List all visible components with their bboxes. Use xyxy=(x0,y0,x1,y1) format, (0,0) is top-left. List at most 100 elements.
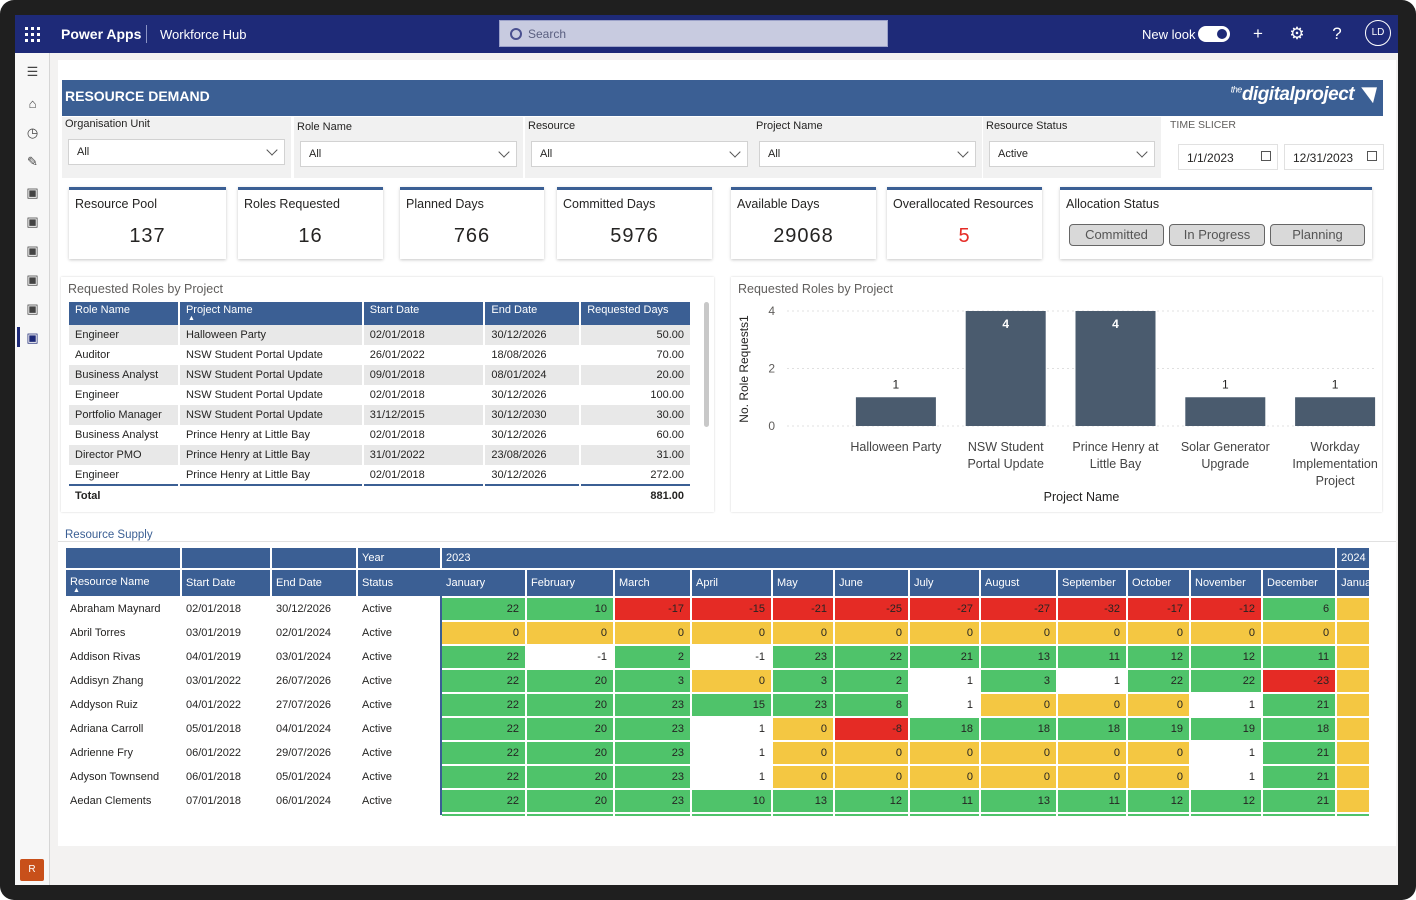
report-page-6-icon[interactable]: ▣ xyxy=(26,330,39,345)
help-icon[interactable]: ? xyxy=(1332,24,1342,43)
supply-value-cell: 19 xyxy=(1190,717,1263,742)
year-2023-header[interactable]: 2023 xyxy=(441,548,1338,570)
table-row[interactable]: Portfolio Manager NSW Student Portal Upda… xyxy=(69,405,692,425)
supply-value-cell: 11 xyxy=(909,789,981,814)
sort-ascending-icon: ▲ xyxy=(187,315,195,322)
month-header[interactable]: March xyxy=(614,569,692,598)
resource-supply-title: Resource Supply xyxy=(65,529,153,541)
table-row[interactable]: Adyson Townsend 06/01/2018 05/01/2024 Activ… xyxy=(66,765,1372,790)
slicer-dropdown[interactable]: All xyxy=(300,141,517,167)
table-cell: 30/12/2026 xyxy=(484,385,582,405)
table-scrollbar[interactable] xyxy=(704,302,709,427)
supply-value-cell: 12 xyxy=(834,789,910,814)
supply-value-cell: 11 xyxy=(1057,645,1128,670)
month-header[interactable]: April xyxy=(691,569,773,598)
planning-button[interactable]: Planning xyxy=(1270,224,1365,246)
y-axis-label: No. Role Requests1 xyxy=(737,315,751,423)
supply-value-cell: 20 xyxy=(526,717,615,742)
report-page-4-icon[interactable]: ▣ xyxy=(26,272,39,287)
column-header[interactable]: Status xyxy=(357,569,442,598)
table-row[interactable]: Director PMO Prince Henry at Little Bay 31… xyxy=(69,445,692,465)
column-header[interactable]: Start Date xyxy=(362,302,486,325)
month-header[interactable]: February xyxy=(526,569,615,598)
table-row[interactable]: Adriana Carroll 05/01/2018 04/01/2024 Activ… xyxy=(66,717,1372,742)
table-cell: Engineer xyxy=(69,325,180,345)
search-box[interactable]: Search xyxy=(499,20,888,47)
slicer-dropdown[interactable]: All xyxy=(531,141,748,167)
month-header[interactable]: August xyxy=(980,569,1058,598)
slicer-dropdown[interactable]: All xyxy=(759,141,976,167)
month-header[interactable]: January xyxy=(441,569,527,598)
column-header[interactable]: End Date xyxy=(271,569,358,598)
supply-value-cell: 0 xyxy=(980,741,1058,766)
month-header[interactable]: Janua xyxy=(1336,569,1372,598)
table-row[interactable]: Aedan Clements 07/01/2018 06/01/2024 Active… xyxy=(66,789,1372,814)
add-icon[interactable]: + xyxy=(1253,24,1263,43)
supply-value-cell xyxy=(1336,621,1372,646)
gear-icon[interactable]: ⚙ xyxy=(1289,24,1305,43)
supply-value-cell: 0 xyxy=(772,765,835,790)
pin-icon[interactable]: ✎ xyxy=(27,154,38,169)
month-header[interactable]: September xyxy=(1057,569,1128,598)
table-row[interactable]: Addisyn Zhang 03/01/2022 26/07/2026 Active 2… xyxy=(66,669,1372,694)
end-date-input[interactable]: 12/31/2023 xyxy=(1284,144,1384,170)
home-icon[interactable]: ⌂ xyxy=(28,96,37,111)
table-row[interactable]: Abraham Maynard 02/01/2018 30/12/2026 Activ… xyxy=(66,597,1372,622)
table-row[interactable]: Engineer NSW Student Portal Update 02/01/2… xyxy=(69,385,692,405)
slicer-value: All xyxy=(309,148,322,160)
slicer-dropdown[interactable]: All xyxy=(68,139,285,165)
table-row[interactable]: Addyson Ruiz 04/01/2022 27/07/2026 Active 22… xyxy=(66,693,1372,718)
month-header[interactable]: May xyxy=(772,569,835,598)
area-switcher-badge[interactable]: R xyxy=(20,859,44,881)
table-cell: NSW Student Portal Update xyxy=(178,345,364,365)
column-header[interactable]: Resource Name ▲ xyxy=(66,569,182,598)
year-2024-header[interactable]: 2024 xyxy=(1336,548,1372,570)
report-page-2-icon[interactable]: ▣ xyxy=(26,214,39,229)
status-cell: Active xyxy=(357,717,442,742)
in-progress-button[interactable]: In Progress xyxy=(1169,224,1265,246)
supply-value-cell: 0 xyxy=(1057,741,1128,766)
report-page-3-icon[interactable]: ▣ xyxy=(26,243,39,258)
month-header[interactable]: November xyxy=(1190,569,1263,598)
app-launcher-icon[interactable] xyxy=(25,15,43,53)
status-cell: Active xyxy=(357,597,442,622)
app-name[interactable]: Power Apps xyxy=(61,26,142,42)
partial-cell xyxy=(441,813,527,818)
table-row[interactable]: Adrienne Fry 06/01/2022 29/07/2026 Active 22… xyxy=(66,741,1372,766)
supply-value-cell: 21 xyxy=(1262,693,1338,718)
table-cell: 70.00 xyxy=(580,345,692,365)
report-page-5-icon[interactable]: ▣ xyxy=(26,301,39,316)
environment-name[interactable]: Workforce Hub xyxy=(160,26,247,42)
table-row[interactable]: Auditor NSW Student Portal Update 26/01/20… xyxy=(69,345,692,365)
month-header[interactable]: July xyxy=(909,569,981,598)
total-empty-cell xyxy=(178,484,364,506)
kpi-label: Resource Pool xyxy=(75,197,157,211)
avatar[interactable]: LD xyxy=(1365,20,1391,46)
committed-button[interactable]: Committed xyxy=(1069,224,1164,246)
month-header[interactable]: October xyxy=(1127,569,1191,598)
table-row[interactable]: Business Analyst NSW Student Portal Updat… xyxy=(69,365,692,385)
partial-cell xyxy=(66,813,182,818)
column-header-sorted[interactable]: Project Name ▲ xyxy=(178,302,364,325)
slicer-dropdown[interactable]: Active xyxy=(989,141,1155,167)
start-date-input[interactable]: 1/1/2023 xyxy=(1178,144,1278,170)
table-row[interactable]: Abril Torres 03/01/2019 02/01/2024 Active 0 0… xyxy=(66,621,1372,646)
table-row[interactable]: Addison Rivas 04/01/2019 03/01/2024 Active 2… xyxy=(66,645,1372,670)
column-header[interactable]: Requested Days xyxy=(580,302,692,325)
report-page-1-icon[interactable]: ▣ xyxy=(26,185,39,200)
recent-icon[interactable]: ◷ xyxy=(26,125,39,140)
column-header[interactable]: Role Name xyxy=(69,302,180,325)
hamburger-icon[interactable]: ☰ xyxy=(26,64,39,79)
table-row[interactable]: Business Analyst Prince Henry at Little B… xyxy=(69,425,692,445)
table-row[interactable]: Engineer Halloween Party 02/01/2018 30/12/2… xyxy=(69,325,692,345)
table-cell: Business Analyst xyxy=(69,365,180,385)
month-header[interactable]: June xyxy=(834,569,910,598)
partial-cell xyxy=(909,813,981,818)
column-header[interactable]: Start Date xyxy=(181,569,272,598)
new-look-toggle[interactable] xyxy=(1198,26,1230,42)
column-header[interactable]: End Date xyxy=(484,302,582,325)
month-header[interactable]: December xyxy=(1262,569,1338,598)
status-cell: Active xyxy=(357,693,442,718)
table-row[interactable]: Engineer Prince Henry at Little Bay 02/01/… xyxy=(69,465,692,485)
kpi-label: Available Days xyxy=(737,197,820,211)
